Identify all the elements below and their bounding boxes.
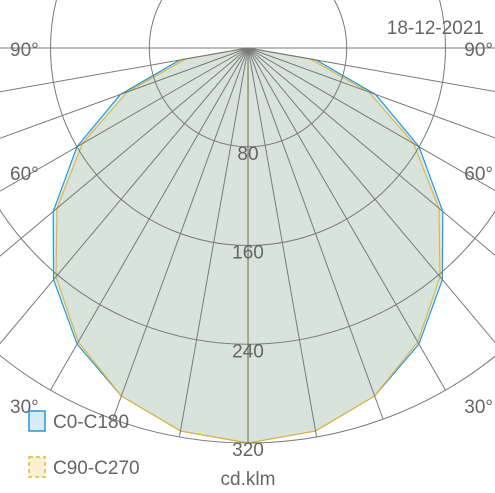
grid-spoke-neg80: [0, 47, 249, 93]
grid-spoke-50: [247, 47, 495, 256]
legend-swatch-0: [28, 410, 46, 432]
angle-label-left-1: 60°: [10, 164, 39, 185]
date-label: 18-12-2021: [387, 18, 484, 39]
angle-label-right-0: 90°: [464, 40, 493, 61]
legend-label-0: C0-C180: [53, 412, 129, 433]
grid-spoke-neg70: [0, 47, 249, 139]
grid-spoke-neg60: [0, 47, 249, 192]
grid-spoke-60: [247, 47, 495, 192]
grid-spoke-neg30: [50, 47, 249, 391]
radial-tick-label-80: 80: [237, 144, 258, 165]
unit-label: cd.klm: [221, 469, 276, 490]
angle-label-right-2: 30°: [464, 397, 493, 418]
angle-label-right-1: 60°: [464, 164, 493, 185]
radial-tick-label-160: 160: [232, 243, 264, 264]
legend-label-1: C90-C270: [53, 458, 140, 479]
grid-spoke-20: [247, 47, 384, 420]
grid-spoke-40: [247, 47, 495, 344]
radial-tick-label-320: 320: [232, 440, 264, 461]
grid-spoke-neg10: [178, 47, 249, 438]
grid-spoke-neg50: [0, 47, 249, 257]
grid-spoke-70: [247, 47, 495, 139]
grid-spoke-80: [247, 47, 495, 93]
grid-spoke-30: [247, 47, 446, 391]
radial-tick-label-240: 240: [232, 341, 264, 362]
legend-swatch-1: [28, 456, 46, 478]
grid-spoke-10: [247, 47, 318, 438]
grid-spoke-neg40: [0, 47, 249, 345]
grid-spoke-neg20: [112, 47, 249, 420]
angle-label-left-0: 90°: [10, 40, 39, 61]
